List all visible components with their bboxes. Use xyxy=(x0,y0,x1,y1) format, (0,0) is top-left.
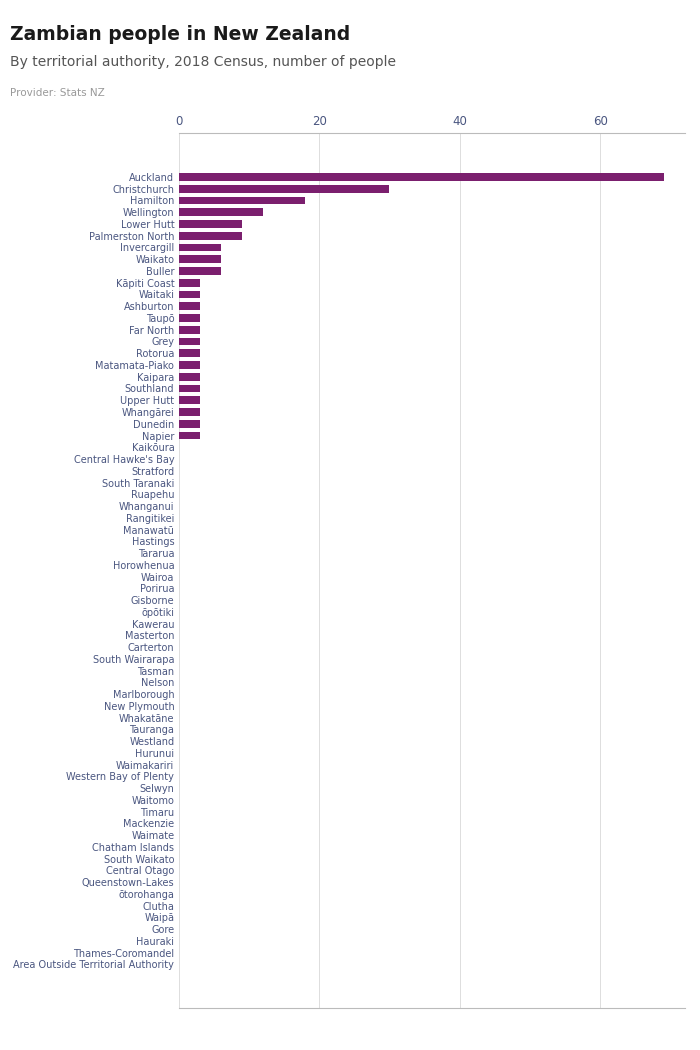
Bar xyxy=(178,420,199,427)
Bar xyxy=(178,384,199,393)
Bar xyxy=(178,361,199,369)
Bar xyxy=(178,279,199,287)
Bar xyxy=(178,173,664,181)
Text: Provider: Stats NZ: Provider: Stats NZ xyxy=(10,88,105,99)
Bar xyxy=(178,432,199,439)
Bar xyxy=(178,302,199,310)
Bar xyxy=(178,232,241,239)
Bar xyxy=(178,408,199,416)
Bar xyxy=(178,185,389,192)
Bar xyxy=(178,326,199,334)
Text: Zambian people in New Zealand: Zambian people in New Zealand xyxy=(10,25,351,44)
Bar xyxy=(178,338,199,345)
Bar xyxy=(178,208,263,216)
Text: figure.nz: figure.nz xyxy=(591,21,675,38)
Bar xyxy=(178,255,220,262)
Bar xyxy=(178,291,199,298)
Bar xyxy=(178,350,199,357)
Bar xyxy=(178,244,220,251)
Bar xyxy=(178,314,199,321)
Bar xyxy=(178,397,199,404)
Text: By territorial authority, 2018 Census, number of people: By territorial authority, 2018 Census, n… xyxy=(10,55,396,68)
Bar xyxy=(178,220,241,228)
Bar xyxy=(178,267,220,275)
Bar xyxy=(178,373,199,380)
Bar xyxy=(178,196,305,205)
